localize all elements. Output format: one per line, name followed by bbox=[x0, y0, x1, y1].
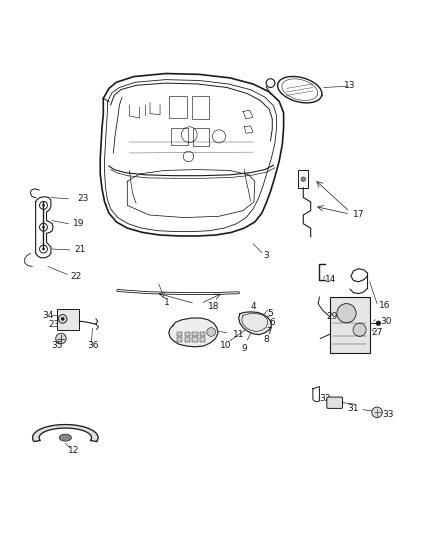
Bar bbox=[192, 96, 209, 119]
Text: 32: 32 bbox=[319, 394, 330, 403]
Bar bbox=[193, 128, 208, 146]
Text: 31: 31 bbox=[348, 404, 359, 413]
Text: 27: 27 bbox=[371, 328, 383, 337]
Bar bbox=[184, 332, 190, 336]
Text: 4: 4 bbox=[250, 302, 256, 311]
Bar bbox=[171, 128, 187, 145]
Polygon shape bbox=[169, 318, 218, 347]
Text: 29: 29 bbox=[326, 312, 337, 321]
Text: 13: 13 bbox=[344, 81, 356, 90]
Circle shape bbox=[372, 407, 382, 417]
Text: 7: 7 bbox=[266, 327, 272, 336]
Text: 36: 36 bbox=[88, 342, 99, 351]
Bar bbox=[177, 332, 182, 336]
Bar bbox=[200, 337, 205, 342]
Bar bbox=[184, 337, 190, 342]
Circle shape bbox=[376, 321, 381, 326]
Text: 17: 17 bbox=[353, 211, 364, 220]
Bar bbox=[192, 332, 198, 336]
Text: 11: 11 bbox=[233, 330, 244, 338]
Text: 9: 9 bbox=[241, 344, 247, 353]
Text: 1: 1 bbox=[164, 298, 170, 307]
Circle shape bbox=[337, 304, 356, 323]
Text: 34: 34 bbox=[42, 311, 53, 320]
Polygon shape bbox=[239, 312, 272, 335]
Circle shape bbox=[58, 314, 67, 323]
Text: 30: 30 bbox=[380, 317, 392, 326]
Text: 3: 3 bbox=[263, 251, 269, 260]
Text: 14: 14 bbox=[325, 275, 336, 284]
Bar bbox=[57, 309, 79, 330]
Text: 35: 35 bbox=[52, 342, 63, 351]
Circle shape bbox=[61, 317, 64, 321]
Circle shape bbox=[353, 323, 366, 336]
Text: 5: 5 bbox=[268, 309, 273, 318]
Circle shape bbox=[207, 328, 215, 336]
Circle shape bbox=[301, 177, 305, 181]
Text: 16: 16 bbox=[379, 301, 391, 310]
Bar bbox=[192, 337, 198, 342]
Text: 8: 8 bbox=[263, 335, 269, 344]
Text: 33: 33 bbox=[383, 409, 394, 418]
Polygon shape bbox=[32, 425, 98, 441]
Circle shape bbox=[56, 333, 66, 344]
Text: 6: 6 bbox=[270, 318, 276, 327]
Text: 21: 21 bbox=[74, 245, 86, 254]
Text: 12: 12 bbox=[68, 446, 80, 455]
Bar bbox=[298, 169, 308, 188]
Text: 10: 10 bbox=[220, 342, 231, 351]
FancyBboxPatch shape bbox=[327, 397, 343, 408]
Text: 22: 22 bbox=[70, 272, 81, 280]
Ellipse shape bbox=[59, 434, 71, 441]
Bar bbox=[169, 96, 187, 118]
Text: 18: 18 bbox=[208, 302, 219, 311]
Bar bbox=[177, 337, 182, 342]
Circle shape bbox=[42, 204, 45, 207]
Bar bbox=[200, 332, 205, 336]
Text: 23: 23 bbox=[48, 320, 60, 329]
Text: 19: 19 bbox=[73, 219, 84, 228]
Text: 23: 23 bbox=[77, 195, 88, 203]
Circle shape bbox=[42, 248, 45, 251]
Circle shape bbox=[42, 226, 45, 229]
Bar bbox=[330, 297, 370, 352]
